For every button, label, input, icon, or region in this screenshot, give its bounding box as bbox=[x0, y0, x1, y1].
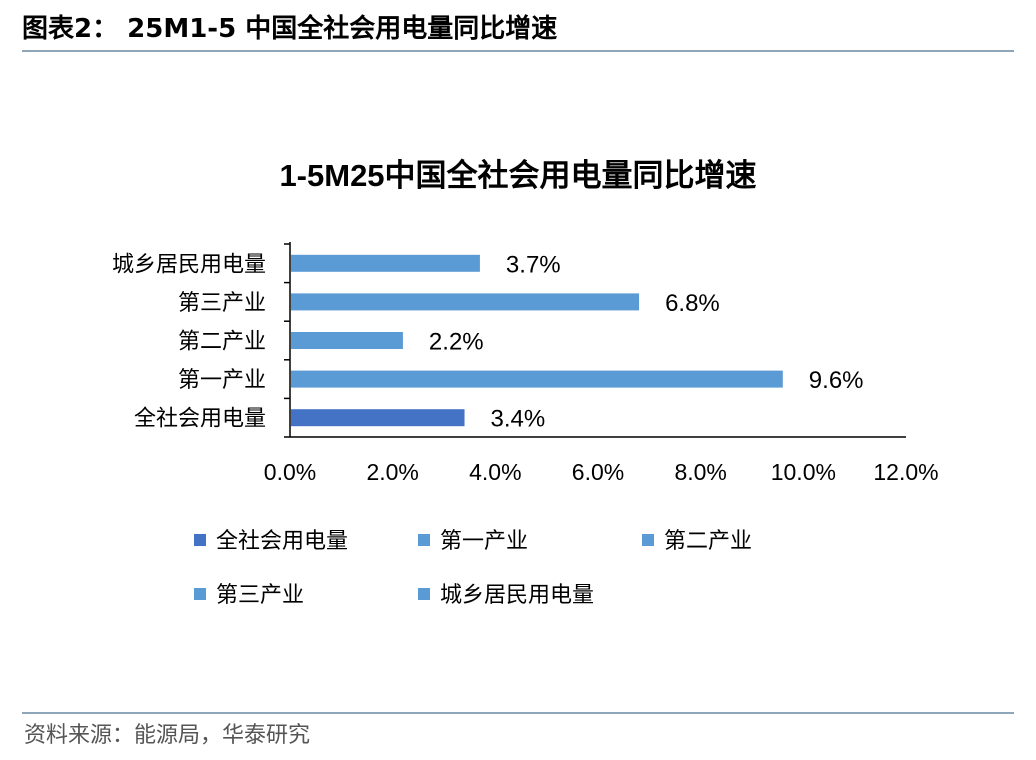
bar bbox=[291, 254, 480, 272]
x-tick-label: 4.0% bbox=[469, 459, 521, 485]
legend-label: 城乡居民用电量 bbox=[440, 583, 594, 608]
bar bbox=[291, 409, 465, 427]
chart-title: 1-5M25中国全社会用电量同比增速 bbox=[279, 158, 756, 193]
category-label: 全社会用电量 bbox=[134, 407, 266, 432]
bar-chart: 1-5M25中国全社会用电量同比增速 城乡居民用电量 3.7% 第三产业 6.8% 第二… bbox=[112, 158, 939, 608]
category-label: 第三产业 bbox=[178, 291, 266, 316]
data-label: 9.6% bbox=[809, 367, 864, 394]
legend-swatch bbox=[642, 534, 654, 546]
data-label: 3.7% bbox=[506, 251, 561, 278]
legend-label: 第二产业 bbox=[664, 529, 752, 554]
data-label: 6.8% bbox=[665, 290, 720, 317]
x-tick-label: 0.0% bbox=[264, 459, 316, 485]
x-tick-label: 10.0% bbox=[771, 459, 836, 485]
legend-label: 第三产业 bbox=[216, 583, 304, 608]
footer-divider bbox=[22, 712, 1014, 714]
category-label: 第一产业 bbox=[178, 368, 266, 393]
legend-swatch bbox=[418, 534, 430, 546]
legend-swatch bbox=[194, 534, 206, 546]
legend-swatch bbox=[418, 588, 430, 600]
category-label: 第二产业 bbox=[178, 330, 266, 355]
data-label: 2.2% bbox=[429, 329, 484, 356]
bar bbox=[291, 293, 640, 311]
plot-area: 城乡居民用电量 3.7% 第三产业 6.8% 第二产业 2.2% 第一产业 9.6% 全社会用电… bbox=[112, 242, 939, 485]
source-note: 资料来源：能源局，华泰研究 bbox=[24, 723, 311, 748]
bar bbox=[291, 332, 403, 349]
legend-label: 全社会用电量 bbox=[216, 529, 348, 554]
data-label: 3.4% bbox=[491, 406, 546, 433]
x-tick-label: 2.0% bbox=[366, 459, 418, 485]
legend-label: 第一产业 bbox=[440, 529, 528, 554]
x-tick-label: 6.0% bbox=[572, 459, 624, 485]
x-tick-label: 8.0% bbox=[674, 459, 726, 485]
legend-swatch bbox=[194, 588, 206, 600]
category-label: 城乡居民用电量 bbox=[112, 252, 266, 277]
bar bbox=[291, 370, 783, 388]
figure-header: 图表2： 25M1-5 中国全社会用电量同比增速 bbox=[22, 14, 558, 44]
x-tick-label: 12.0% bbox=[873, 459, 938, 485]
header-divider bbox=[22, 50, 1014, 52]
